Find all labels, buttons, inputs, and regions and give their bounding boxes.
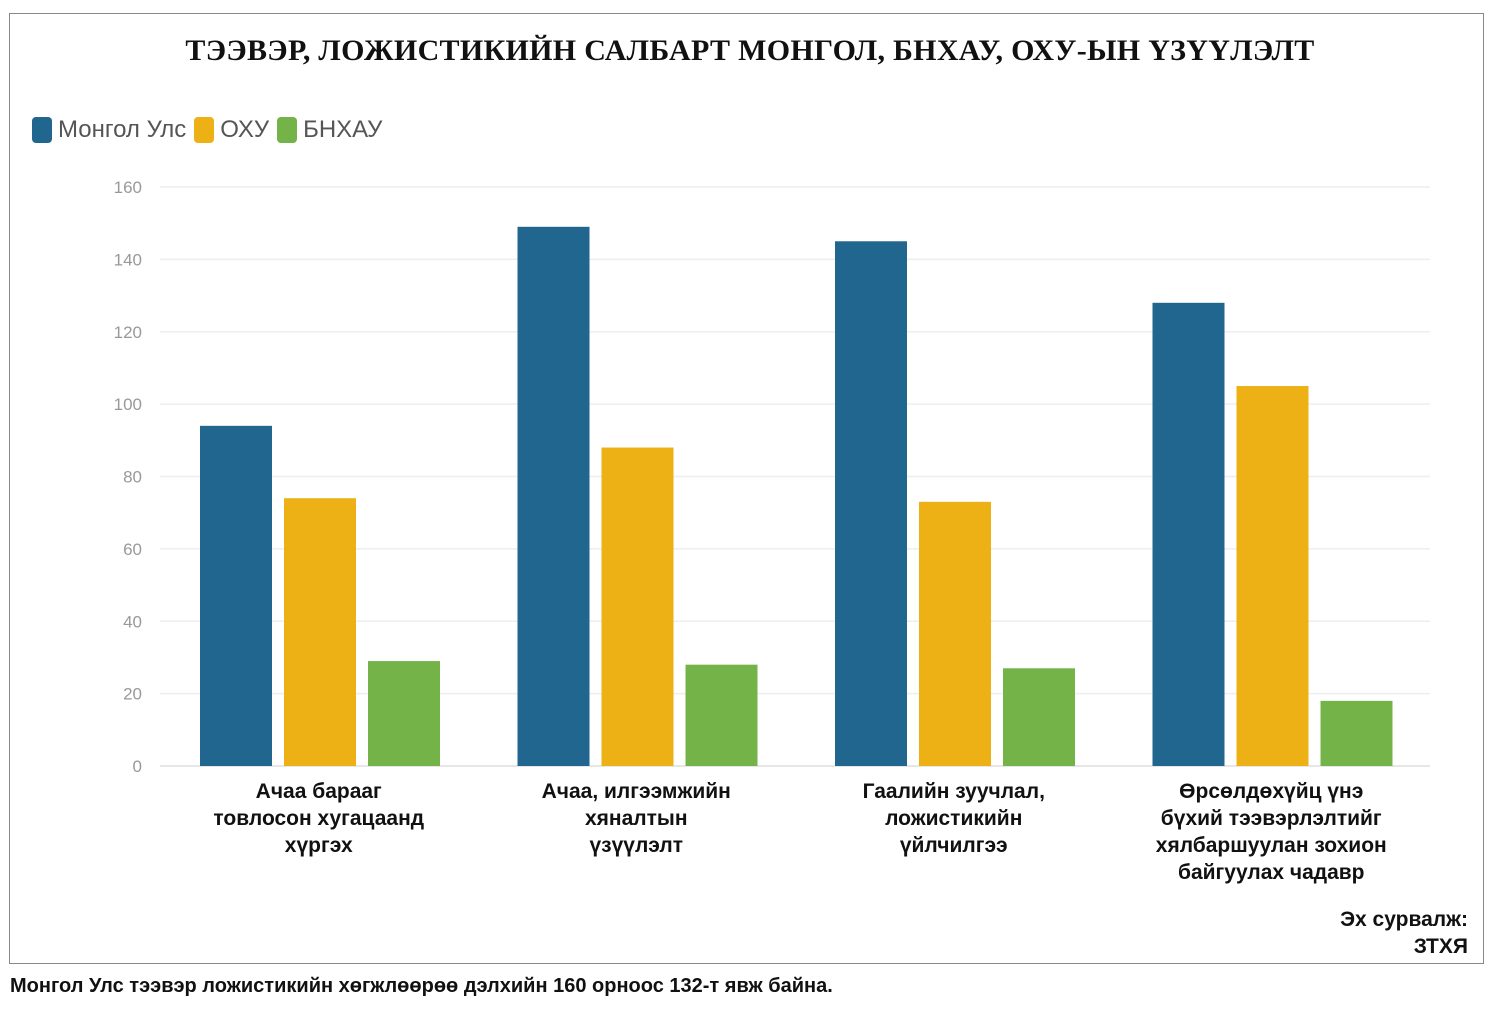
x-category-label: үйлчилгээ [900, 834, 1008, 857]
source-note: Эх сурвалж: ЗТХЯ [1340, 906, 1468, 960]
legend-item-china: БНХАУ [277, 116, 382, 144]
legend-swatch [194, 117, 215, 143]
x-category-label: ложистикийн [885, 807, 1022, 830]
bar [1003, 668, 1075, 766]
legend-label: ОХУ [220, 116, 270, 143]
x-category-label: хяналтын [585, 807, 688, 830]
x-category-label: Ачаа барааг [256, 780, 382, 803]
source-label: Эх сурвалж: [1340, 908, 1468, 931]
x-category-label: Өрсөлдөхүйц үнэ [1179, 780, 1363, 803]
legend-label: Монгол Улс [58, 116, 187, 143]
bar [601, 447, 674, 766]
legend-swatch [32, 117, 52, 143]
y-tick-label: 60 [123, 540, 142, 559]
bar [1236, 386, 1309, 766]
bar [368, 661, 440, 766]
legend-item-mongolia: Монгол Улс [32, 116, 186, 144]
y-tick-label: 140 [114, 250, 142, 269]
x-category-label: хялбаршуулан зохион [1156, 834, 1387, 857]
y-tick-label: 80 [123, 468, 142, 487]
x-category-label: Ачаа, илгээмжийн [542, 780, 731, 803]
legend-swatch [277, 117, 298, 143]
y-tick-label: 100 [114, 395, 142, 414]
bar [1152, 302, 1225, 766]
bar [685, 664, 758, 766]
y-tick-label: 20 [123, 685, 142, 704]
chart-title: ТЭЭВЭР, ЛОЖИСТИКИЙН САЛБАРТ МОНГОЛ, БНХА… [185, 34, 1315, 67]
x-category-label: үзүүлэлт [589, 834, 683, 857]
x-category-label: Гаалийн зуучлал, [863, 780, 1045, 803]
footer-caption: Монгол Улс тээвэр ложистикийн хөгжлөөрөө… [10, 975, 833, 997]
x-category-label: хүргэх [285, 834, 353, 857]
x-category-label: бүхий тээвэрлэлтийг [1161, 807, 1382, 830]
bar-chart: 0 20 40 60 80 100 120 140 160 Ачаа барааг товлосон… [114, 178, 1430, 884]
x-category-label: байгуулах чадавр [1178, 861, 1365, 884]
bar [284, 498, 356, 766]
legend: Монгол Улс ОХУ БНХАУ [32, 116, 382, 144]
x-category-label: товлосон хугацаанд [213, 807, 424, 830]
bar [919, 501, 991, 766]
bar [835, 241, 907, 766]
bar [200, 425, 272, 766]
y-tick-label: 120 [114, 323, 142, 342]
legend-label: БНХАУ [303, 116, 383, 143]
bar [517, 226, 590, 766]
y-tick-label: 0 [133, 757, 142, 776]
bar [1320, 700, 1393, 766]
y-tick-label: 160 [114, 178, 142, 197]
legend-item-russia: ОХУ [194, 116, 269, 144]
y-tick-label: 40 [123, 612, 142, 631]
source-value: ЗТХЯ [1413, 935, 1468, 958]
